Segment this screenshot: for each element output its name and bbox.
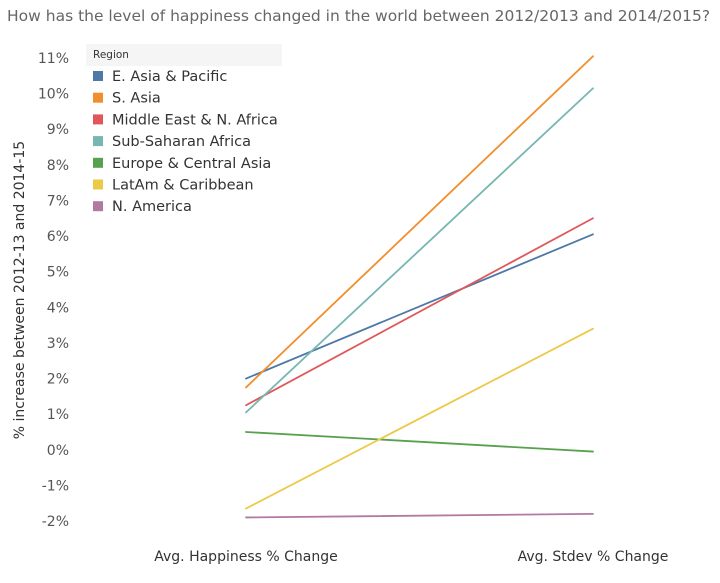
x-tick-label: Avg. Stdev % Change <box>518 549 669 565</box>
y-tick-label: 11% <box>38 51 69 67</box>
legend-swatch <box>93 201 103 212</box>
y-axis-label: % increase between 2012-13 and 2014-15 <box>12 141 28 439</box>
legend-swatch <box>93 157 103 168</box>
legend-label: S. Asia <box>112 91 161 107</box>
legend-item[interactable]: N. America <box>93 199 192 215</box>
chart-title: How has the level of happiness changed i… <box>7 7 711 25</box>
series-line[interactable] <box>245 55 594 389</box>
y-tick-label: -1% <box>42 478 69 494</box>
series-line[interactable] <box>245 87 594 414</box>
legend-item[interactable]: S. Asia <box>93 91 161 107</box>
series-lines <box>245 55 594 519</box>
legend[interactable]: Region E. Asia & Pacific S. Asia Middle Ea… <box>86 44 282 215</box>
y-tick-label: 8% <box>47 158 69 174</box>
y-tick-label: 6% <box>47 229 69 245</box>
series-line[interactable] <box>245 233 594 380</box>
y-tick-label: 5% <box>47 265 69 281</box>
legend-label: Middle East & N. Africa <box>112 112 278 128</box>
legend-item[interactable]: Europe & Central Asia <box>93 156 271 172</box>
y-tick-label: 1% <box>47 407 69 423</box>
legend-swatch <box>93 92 103 103</box>
legend-label: Sub-Saharan Africa <box>112 134 251 150</box>
series-line[interactable] <box>245 217 594 407</box>
series-line[interactable] <box>245 327 594 510</box>
legend-background <box>86 44 282 66</box>
y-tick-label: 3% <box>47 336 69 352</box>
legend-title: Region <box>93 49 129 61</box>
y-tick-label: -2% <box>42 514 69 530</box>
y-tick-label: 0% <box>47 443 69 459</box>
legend-swatch <box>93 71 103 81</box>
legend-label: E. Asia & Pacific <box>112 69 227 85</box>
y-tick-label: 2% <box>47 372 69 388</box>
x-tick-label: Avg. Happiness % Change <box>154 549 337 565</box>
legend-swatch <box>93 136 103 147</box>
legend-item[interactable]: Middle East & N. Africa <box>93 112 278 128</box>
series-line[interactable] <box>245 512 594 519</box>
legend-swatch <box>93 179 103 190</box>
y-tick-label: 7% <box>47 193 69 209</box>
y-tick-label: 10% <box>38 87 69 103</box>
y-axis: 11% 10% 9% 8% 7% 6% 5% 4% 3% 2% 1% 0% -1% -2% <box>38 51 69 530</box>
x-axis: Avg. Happiness % Change Avg. Stdev % Chan… <box>154 549 668 565</box>
legend-item[interactable]: E. Asia & Pacific <box>93 69 227 85</box>
series-line[interactable] <box>245 431 594 453</box>
legend-item[interactable]: LatAm & Caribbean <box>93 178 254 194</box>
legend-label: Europe & Central Asia <box>112 156 271 172</box>
y-tick-label: 4% <box>47 300 69 316</box>
legend-label: N. America <box>112 199 192 215</box>
legend-swatch <box>93 114 103 125</box>
legend-item[interactable]: Sub-Saharan Africa <box>93 134 251 150</box>
y-tick-label: 9% <box>47 122 69 138</box>
legend-label: LatAm & Caribbean <box>112 178 254 194</box>
